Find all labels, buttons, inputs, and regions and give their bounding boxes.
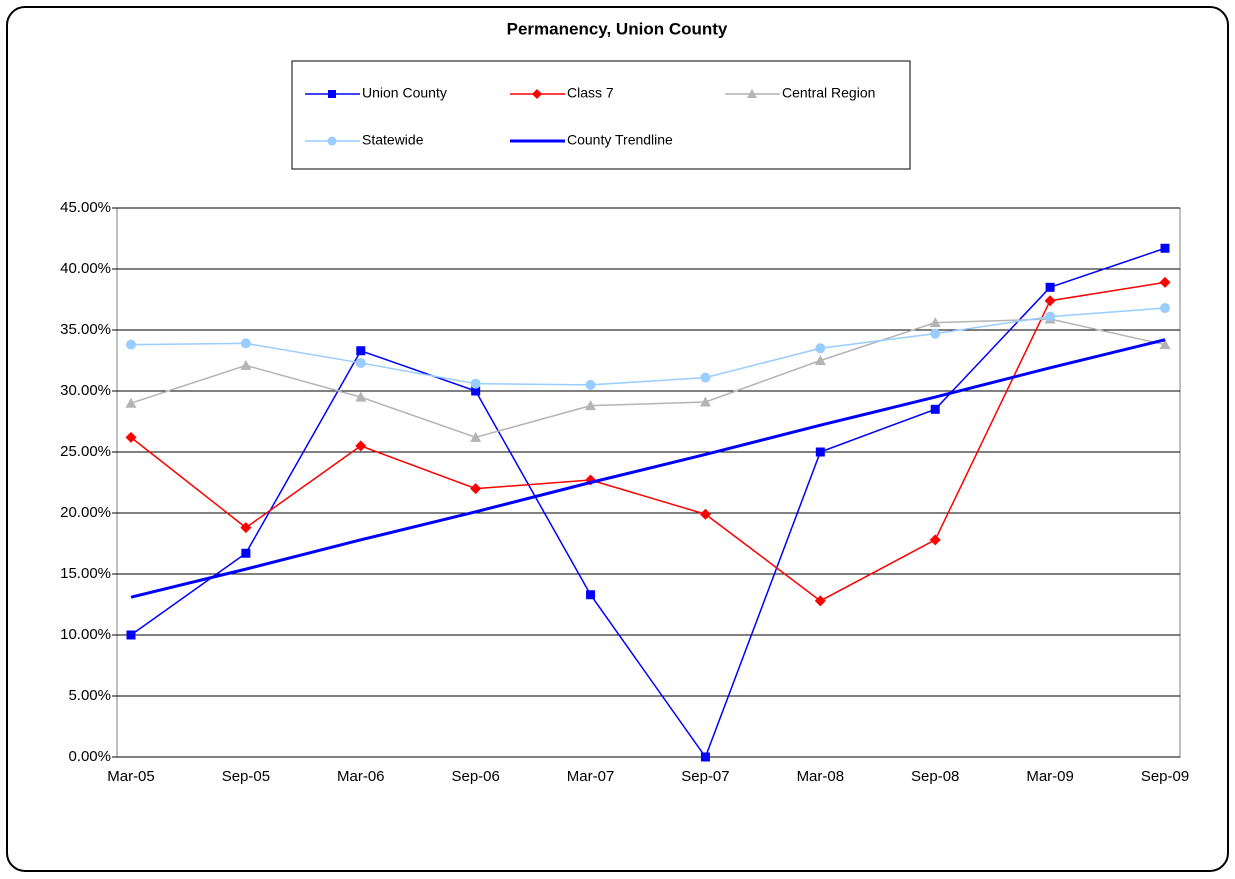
y-tick-label: 20.00% bbox=[60, 504, 111, 521]
y-tick-label: 10.00% bbox=[60, 626, 111, 643]
marker bbox=[328, 90, 336, 98]
y-tick-label: 35.00% bbox=[60, 321, 111, 338]
legend-label: Class 7 bbox=[567, 85, 614, 101]
marker bbox=[355, 391, 367, 402]
marker bbox=[355, 440, 367, 452]
marker bbox=[700, 752, 710, 762]
marker bbox=[1044, 295, 1056, 307]
marker bbox=[930, 328, 941, 339]
marker bbox=[470, 483, 482, 495]
marker bbox=[532, 89, 542, 99]
y-tick-label: 15.00% bbox=[60, 565, 111, 582]
marker bbox=[1160, 243, 1170, 253]
marker bbox=[585, 379, 596, 390]
x-tick-label: Mar-06 bbox=[337, 768, 385, 785]
chart-border bbox=[6, 6, 1229, 872]
x-tick-label: Sep-07 bbox=[681, 768, 729, 785]
marker bbox=[1045, 282, 1055, 292]
marker bbox=[126, 630, 136, 640]
marker bbox=[240, 338, 251, 349]
marker bbox=[356, 346, 366, 356]
marker bbox=[327, 136, 337, 146]
marker bbox=[929, 317, 941, 328]
marker bbox=[355, 357, 366, 368]
marker bbox=[814, 595, 826, 607]
marker bbox=[930, 404, 940, 414]
marker bbox=[240, 359, 252, 370]
marker bbox=[699, 508, 711, 520]
marker bbox=[1045, 311, 1056, 322]
x-tick-label: Sep-08 bbox=[911, 768, 959, 785]
marker bbox=[814, 355, 826, 365]
x-tick-label: Sep-05 bbox=[222, 768, 270, 785]
marker bbox=[471, 386, 481, 396]
x-tick-label: Mar-07 bbox=[567, 768, 615, 785]
y-tick-label: 0.00% bbox=[68, 748, 111, 765]
marker bbox=[929, 534, 941, 546]
marker bbox=[815, 447, 825, 457]
series-line bbox=[130, 247, 1166, 759]
legend-box bbox=[291, 60, 911, 170]
marker bbox=[1159, 339, 1171, 350]
series-line bbox=[130, 318, 1166, 439]
y-tick-label: 45.00% bbox=[60, 199, 111, 216]
x-tick-label: Mar-08 bbox=[797, 768, 845, 785]
x-tick-label: Mar-09 bbox=[1026, 768, 1074, 785]
marker bbox=[126, 339, 136, 350]
series-line bbox=[130, 281, 1166, 602]
x-tick-label: Sep-06 bbox=[451, 768, 499, 785]
marker bbox=[125, 397, 137, 408]
marker bbox=[586, 590, 596, 600]
marker bbox=[1160, 303, 1170, 314]
y-tick-label: 25.00% bbox=[60, 443, 111, 460]
legend-label: Union County bbox=[362, 85, 447, 101]
marker bbox=[470, 431, 482, 442]
marker bbox=[815, 343, 826, 354]
legend-label: Central Region bbox=[782, 85, 875, 101]
x-tick-label: Sep-09 bbox=[1141, 768, 1189, 785]
marker bbox=[1159, 276, 1171, 288]
marker bbox=[470, 378, 481, 389]
legend-label: County Trendline bbox=[567, 132, 673, 148]
marker bbox=[747, 89, 757, 98]
marker bbox=[585, 400, 597, 411]
y-tick-label: 5.00% bbox=[68, 687, 111, 704]
x-tick-label: Mar-05 bbox=[107, 768, 155, 785]
legend-label: Statewide bbox=[362, 132, 424, 148]
marker bbox=[241, 548, 251, 558]
marker bbox=[700, 372, 711, 383]
series-line bbox=[130, 307, 1166, 386]
marker bbox=[699, 396, 711, 407]
chart-title: Permanency, Union County bbox=[507, 19, 728, 38]
series-line bbox=[130, 338, 1166, 599]
marker bbox=[240, 522, 252, 534]
y-tick-label: 30.00% bbox=[60, 382, 111, 399]
marker bbox=[125, 431, 137, 443]
y-tick-label: 40.00% bbox=[60, 260, 111, 277]
